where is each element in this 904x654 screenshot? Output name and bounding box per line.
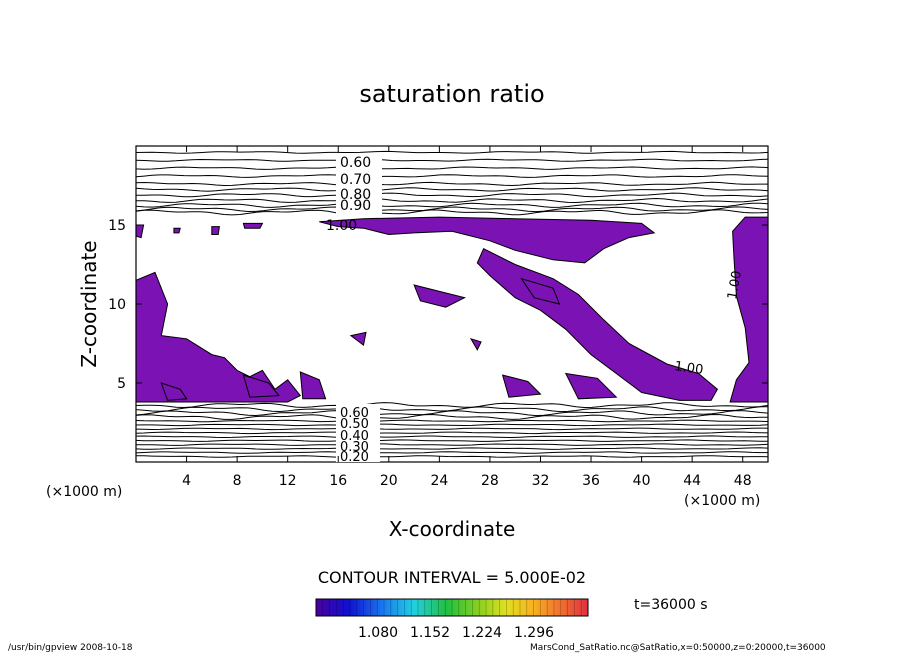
contour-line bbox=[136, 451, 768, 454]
contour-line bbox=[136, 427, 768, 431]
x-unit-right: (×1000 m) bbox=[684, 493, 760, 509]
x-unit-left: (×1000 m) bbox=[46, 484, 122, 500]
plot-area bbox=[136, 150, 768, 458]
contour-label: 1.00 bbox=[725, 270, 745, 301]
supersaturated-region bbox=[520, 277, 561, 305]
supersaturated-region bbox=[173, 227, 181, 234]
x-tick-label: 4 bbox=[182, 473, 191, 489]
contour-line bbox=[136, 181, 768, 187]
contour-label: 0.30 bbox=[340, 440, 369, 455]
contour-line bbox=[136, 187, 768, 192]
supersaturated-region bbox=[413, 284, 467, 308]
contour-label: 0.60 bbox=[340, 155, 371, 171]
contour-line bbox=[136, 439, 768, 442]
contour-line bbox=[136, 402, 768, 409]
contour-line bbox=[136, 192, 768, 198]
y-axis-ticks: 5 10 15 bbox=[108, 218, 768, 392]
x-tick-label: 28 bbox=[481, 473, 499, 489]
contour-line bbox=[136, 158, 768, 162]
x-tick-label: 44 bbox=[683, 473, 701, 489]
supersaturated-region bbox=[501, 374, 542, 398]
x-tick-label: 24 bbox=[430, 473, 448, 489]
contour-line bbox=[136, 202, 768, 208]
colorbar-divisions bbox=[322, 599, 582, 616]
contour-line bbox=[136, 431, 768, 435]
contour-line bbox=[136, 435, 768, 439]
contour-label: 0.60 bbox=[340, 406, 369, 421]
contour-line bbox=[136, 166, 768, 170]
contour-label: 0.90 bbox=[340, 198, 371, 214]
supersaturated-region bbox=[349, 331, 367, 346]
contour-line bbox=[136, 447, 768, 450]
contour-label: 0.50 bbox=[340, 417, 369, 432]
y-tick-label: 15 bbox=[108, 218, 126, 234]
supersaturated-region bbox=[299, 371, 327, 400]
contour-label: 0.80 bbox=[340, 187, 371, 203]
colorbar-tick-label: 1.224 bbox=[462, 625, 502, 641]
contour-line bbox=[136, 410, 768, 417]
time-label: t=36000 s bbox=[634, 597, 708, 613]
x-axis-ticks: 4 8 12 16 20 24 28 32 36 40 44 48 bbox=[182, 146, 752, 489]
contour-label-group-bottom: 0.60 0.50 0.40 0.30 0.20 bbox=[336, 404, 380, 465]
x-tick-label: 40 bbox=[633, 473, 651, 489]
contour-line bbox=[136, 419, 768, 423]
upper-contour-lines bbox=[136, 150, 768, 216]
footer-right: MarsCond_SatRatio.nc@SatRatio,x=0:50000,… bbox=[530, 643, 826, 653]
colorbar bbox=[315, 598, 589, 617]
contour-line bbox=[136, 150, 768, 154]
contour-label-group-top: 0.60 0.70 0.80 0.90 1.00 bbox=[326, 154, 382, 234]
contour-line bbox=[136, 174, 768, 178]
colorbar-tick-label: 1.296 bbox=[514, 625, 554, 641]
y-tick-label: 5 bbox=[117, 376, 126, 392]
colorbar-tick-label: 1.080 bbox=[358, 625, 398, 641]
x-tick-label: 48 bbox=[734, 473, 752, 489]
contour-line bbox=[136, 197, 768, 204]
supersaturated-region bbox=[469, 337, 482, 351]
contour-line bbox=[136, 443, 768, 446]
supersaturated-region bbox=[564, 372, 618, 400]
supersaturated-region bbox=[136, 271, 302, 403]
footer-left: /usr/bin/gpview 2008-10-18 bbox=[8, 643, 133, 653]
x-tick-label: 20 bbox=[380, 473, 398, 489]
chart-title: saturation ratio bbox=[359, 80, 544, 108]
contour-label: 0.40 bbox=[340, 429, 369, 444]
contour-label: 0.20 bbox=[340, 450, 369, 465]
x-tick-label: 12 bbox=[279, 473, 297, 489]
supersaturated-region bbox=[729, 216, 768, 403]
supersaturated-region bbox=[242, 222, 264, 229]
contour-label: 0.70 bbox=[340, 172, 371, 188]
supersaturation-fill-regions bbox=[136, 216, 768, 403]
lower-contour-lines bbox=[136, 402, 768, 458]
supersaturated-region bbox=[160, 382, 188, 401]
contour-line bbox=[136, 209, 768, 216]
x-tick-label: 36 bbox=[582, 473, 600, 489]
contour-label: 1.00 bbox=[326, 218, 357, 234]
supersaturated-region bbox=[242, 374, 280, 398]
supersaturated-region bbox=[319, 216, 656, 264]
supersaturated-region bbox=[211, 226, 220, 235]
supersaturated-region bbox=[136, 224, 145, 239]
y-axis-label: Z-coordinate bbox=[77, 240, 101, 367]
contour-line bbox=[136, 413, 768, 420]
x-axis-label: X-coordinate bbox=[389, 517, 516, 541]
colorbar-tick-label: 1.152 bbox=[410, 625, 450, 641]
x-tick-label: 8 bbox=[233, 473, 242, 489]
x-tick-label: 32 bbox=[532, 473, 550, 489]
contour-label: 1.00 bbox=[673, 359, 704, 378]
contour-interval: CONTOUR INTERVAL = 5.000E-02 bbox=[318, 568, 586, 587]
contour-line bbox=[136, 423, 768, 427]
x-tick-label: 16 bbox=[329, 473, 347, 489]
contour-line bbox=[136, 455, 768, 458]
y-tick-label: 10 bbox=[108, 297, 126, 313]
contour-line bbox=[136, 206, 768, 213]
